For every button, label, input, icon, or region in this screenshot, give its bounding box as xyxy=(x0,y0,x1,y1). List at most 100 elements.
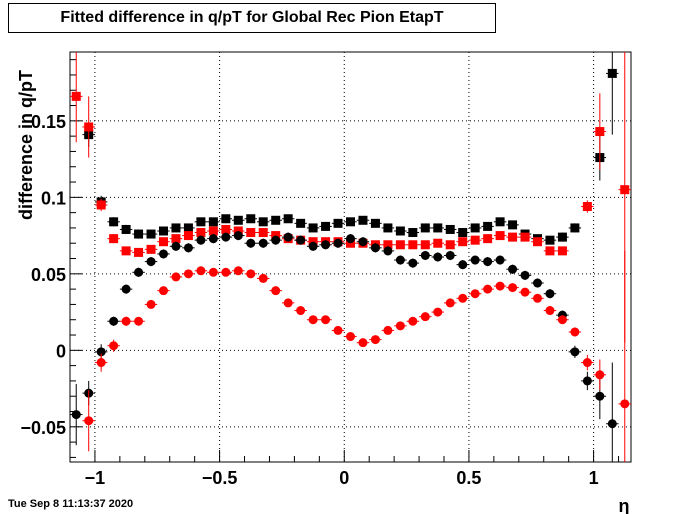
data-point-square xyxy=(246,228,256,238)
x-tick-label: 1 xyxy=(589,468,599,488)
x-tick-label: −0.5 xyxy=(202,468,238,488)
series-2 xyxy=(70,230,619,462)
data-point-square xyxy=(258,217,268,227)
data-point-square xyxy=(109,217,119,227)
y-tick-label: 0.1 xyxy=(41,188,66,208)
data-point-square xyxy=(483,234,493,244)
data-point-square xyxy=(283,214,293,224)
data-point-circle xyxy=(121,284,131,294)
data-point-square xyxy=(96,200,106,210)
data-point-circle xyxy=(470,289,480,299)
data-point-circle xyxy=(196,235,206,245)
data-point-circle xyxy=(557,315,567,325)
data-point-square xyxy=(470,235,480,245)
data-point-square xyxy=(208,226,218,236)
data-point-square xyxy=(171,234,181,244)
data-point-circle xyxy=(545,306,555,316)
plot-frame xyxy=(69,51,632,463)
data-point-circle xyxy=(183,269,193,279)
x-tick-label: −1 xyxy=(85,468,106,488)
data-point-circle xyxy=(246,269,256,279)
y-tick-label: −0.05 xyxy=(20,418,66,438)
data-point-circle xyxy=(383,246,393,256)
data-point-circle xyxy=(458,293,468,303)
data-point-circle xyxy=(520,270,530,280)
data-point-circle xyxy=(171,272,181,282)
data-point-circle xyxy=(271,286,281,296)
tick-labels: −1 −0.5 0 0.5 1 −0.05 0 0.05 0.1 0.15 xyxy=(20,112,598,488)
data-point-circle xyxy=(458,260,468,270)
data-point-circle xyxy=(370,243,380,253)
data-point-circle xyxy=(607,419,617,429)
data-point-square xyxy=(607,68,617,78)
data-point-square xyxy=(221,224,231,234)
data-marks xyxy=(70,52,631,462)
data-point-square xyxy=(620,185,630,195)
data-point-circle xyxy=(246,238,256,248)
data-point-circle xyxy=(582,376,592,386)
data-point-square xyxy=(146,244,156,254)
data-point-circle xyxy=(258,238,268,248)
data-point-square xyxy=(570,223,580,233)
axes xyxy=(69,51,632,463)
data-point-square xyxy=(121,224,131,234)
data-point-square xyxy=(221,214,231,224)
data-point-circle xyxy=(445,250,455,260)
data-point-circle xyxy=(408,258,418,268)
data-point-circle xyxy=(483,284,493,294)
data-point-circle xyxy=(96,358,106,368)
data-point-square xyxy=(84,122,94,132)
data-point-circle xyxy=(308,315,318,325)
data-point-square xyxy=(308,223,318,233)
data-point-circle xyxy=(333,325,343,335)
data-point-circle xyxy=(146,257,156,267)
data-point-circle xyxy=(296,306,306,316)
data-point-square xyxy=(134,229,144,239)
data-point-circle xyxy=(121,316,131,326)
data-point-square xyxy=(134,247,144,257)
data-point-square xyxy=(183,231,193,241)
data-point-circle xyxy=(346,234,355,244)
data-point-circle xyxy=(346,332,355,342)
data-point-circle xyxy=(433,307,443,317)
data-point-square xyxy=(296,218,306,228)
data-point-circle xyxy=(395,255,405,265)
data-point-circle xyxy=(370,335,380,345)
data-point-circle xyxy=(570,327,580,337)
data-point-square xyxy=(183,223,193,233)
data-point-circle xyxy=(283,232,293,242)
data-point-circle xyxy=(520,287,530,297)
data-point-circle xyxy=(109,316,119,326)
data-point-square xyxy=(458,228,468,238)
y-tick-label: 0.15 xyxy=(31,112,66,132)
series-3 xyxy=(82,250,631,462)
data-point-square xyxy=(483,221,493,231)
data-point-circle xyxy=(146,299,156,309)
data-point-circle xyxy=(595,391,605,401)
data-point-square xyxy=(358,215,368,225)
data-point-square xyxy=(420,240,430,250)
data-point-circle xyxy=(508,283,518,293)
data-point-square xyxy=(508,220,518,230)
data-point-square xyxy=(383,240,393,250)
data-point-circle xyxy=(208,234,218,244)
series-0 xyxy=(82,52,619,245)
data-point-square xyxy=(495,217,505,227)
data-point-circle xyxy=(358,338,368,348)
data-point-square xyxy=(146,229,156,239)
data-point-square xyxy=(321,221,331,231)
grid xyxy=(70,52,631,462)
data-point-circle xyxy=(308,241,318,251)
data-point-square xyxy=(346,217,355,227)
data-point-circle xyxy=(134,316,144,326)
data-point-square xyxy=(533,237,542,247)
data-point-square xyxy=(271,215,281,225)
data-point-square xyxy=(233,215,243,225)
data-point-circle xyxy=(109,341,119,351)
data-point-square xyxy=(557,246,567,256)
data-point-square xyxy=(408,240,418,250)
data-point-circle xyxy=(445,298,455,308)
data-point-square xyxy=(445,240,455,250)
data-point-circle xyxy=(171,241,181,251)
